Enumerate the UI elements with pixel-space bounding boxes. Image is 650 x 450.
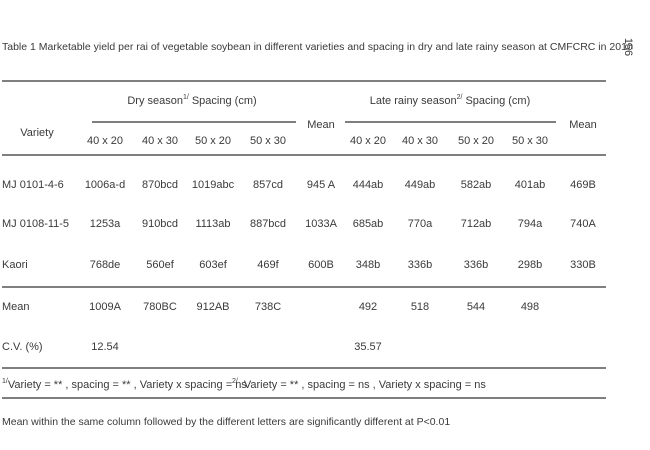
cell: 738C bbox=[255, 301, 281, 313]
footnote: 2/Variety = ** , spacing = ns , Variety … bbox=[232, 378, 486, 391]
cell: 945 A bbox=[307, 179, 336, 191]
row-label: MJ 0108-11-5 bbox=[2, 218, 69, 230]
cell: 870bcd bbox=[142, 179, 178, 191]
cell: 518 bbox=[411, 301, 429, 313]
spacing-header: 50 x 30 bbox=[512, 135, 548, 147]
superscript: 1/ bbox=[2, 378, 8, 385]
cell: 492 bbox=[359, 301, 377, 313]
cell: 35.57 bbox=[354, 341, 382, 353]
superscript: 2/ bbox=[232, 378, 238, 385]
cell: 685ab bbox=[353, 218, 384, 230]
spacing-header: 50 x 30 bbox=[250, 135, 286, 147]
cell: 12.54 bbox=[91, 341, 119, 353]
cell: 544 bbox=[467, 301, 485, 313]
group-title: Dry season bbox=[127, 95, 183, 107]
cell: 336b bbox=[464, 259, 488, 271]
dry-mean-header: Mean bbox=[307, 119, 335, 131]
cell: 469B bbox=[570, 179, 596, 191]
dry-group-header: Dry season1/Spacing (cm) bbox=[127, 94, 256, 107]
cell: 1113ab bbox=[195, 218, 230, 230]
cell: 401ab bbox=[515, 179, 546, 191]
cell: 1253a bbox=[90, 218, 121, 230]
spacing-header: 50 x 20 bbox=[195, 135, 231, 147]
cell: 1006a-d bbox=[85, 179, 125, 191]
cell: 330B bbox=[570, 259, 596, 271]
spacing-header: 40 x 30 bbox=[142, 135, 178, 147]
cell: 444ab bbox=[353, 179, 384, 191]
cell: 560ef bbox=[146, 259, 174, 271]
cell: 603ef bbox=[199, 259, 227, 271]
cell: 740A bbox=[570, 218, 596, 230]
group-unit: Spacing (cm) bbox=[192, 95, 257, 107]
footnote-text: Variety = ** , spacing = ** , Variety x … bbox=[8, 379, 247, 391]
row-label: MJ 0101-4-6 bbox=[2, 179, 64, 191]
cell: 912AB bbox=[196, 301, 229, 313]
cell: 857cd bbox=[253, 179, 283, 191]
variety-header: Variety bbox=[20, 127, 54, 139]
cell: 1033A bbox=[305, 218, 337, 230]
page-number: 156 bbox=[622, 38, 634, 56]
row-label: Mean bbox=[2, 301, 30, 313]
cell: 449ab bbox=[405, 179, 436, 191]
spacing-header: 40 x 20 bbox=[350, 135, 386, 147]
cell: 770a bbox=[408, 218, 433, 230]
footnote-text: Variety = ** , spacing = ns , Variety x … bbox=[244, 379, 487, 391]
group-unit: Spacing (cm) bbox=[465, 95, 530, 107]
cell: 887bcd bbox=[250, 218, 286, 230]
late-mean-header: Mean bbox=[569, 119, 597, 131]
row-label: Kaori bbox=[2, 259, 28, 271]
spacing-header: 50 x 20 bbox=[458, 135, 494, 147]
cell: 780BC bbox=[143, 301, 177, 313]
cell: 469f bbox=[257, 259, 279, 271]
superscript: 2/ bbox=[457, 94, 463, 101]
table-title: Table 1 Marketable yield per rai of vege… bbox=[2, 41, 633, 53]
cell: 1019abc bbox=[192, 179, 235, 191]
cell: 1009A bbox=[89, 301, 121, 313]
cell: 498 bbox=[521, 301, 539, 313]
cell: 582ab bbox=[461, 179, 492, 191]
spacing-header: 40 x 20 bbox=[87, 135, 123, 147]
footnote: 1/Variety = ** , spacing = ** , Variety … bbox=[2, 378, 247, 391]
group-title: Late rainy season bbox=[370, 95, 457, 107]
cell: 600B bbox=[308, 259, 334, 271]
cell: 712ab bbox=[461, 218, 492, 230]
spacing-header: 40 x 30 bbox=[402, 135, 438, 147]
cell: 768de bbox=[90, 259, 121, 271]
late-group-header: Late rainy season2/Spacing (cm) bbox=[370, 94, 530, 107]
note: Mean within the same column followed by … bbox=[2, 416, 450, 428]
cell: 794a bbox=[518, 218, 543, 230]
row-label: C.V. (%) bbox=[2, 341, 43, 353]
cell: 336b bbox=[408, 259, 432, 271]
superscript: 1/ bbox=[183, 94, 189, 101]
cell: 348b bbox=[356, 259, 380, 271]
cell: 298b bbox=[518, 259, 542, 271]
cell: 910bcd bbox=[142, 218, 178, 230]
